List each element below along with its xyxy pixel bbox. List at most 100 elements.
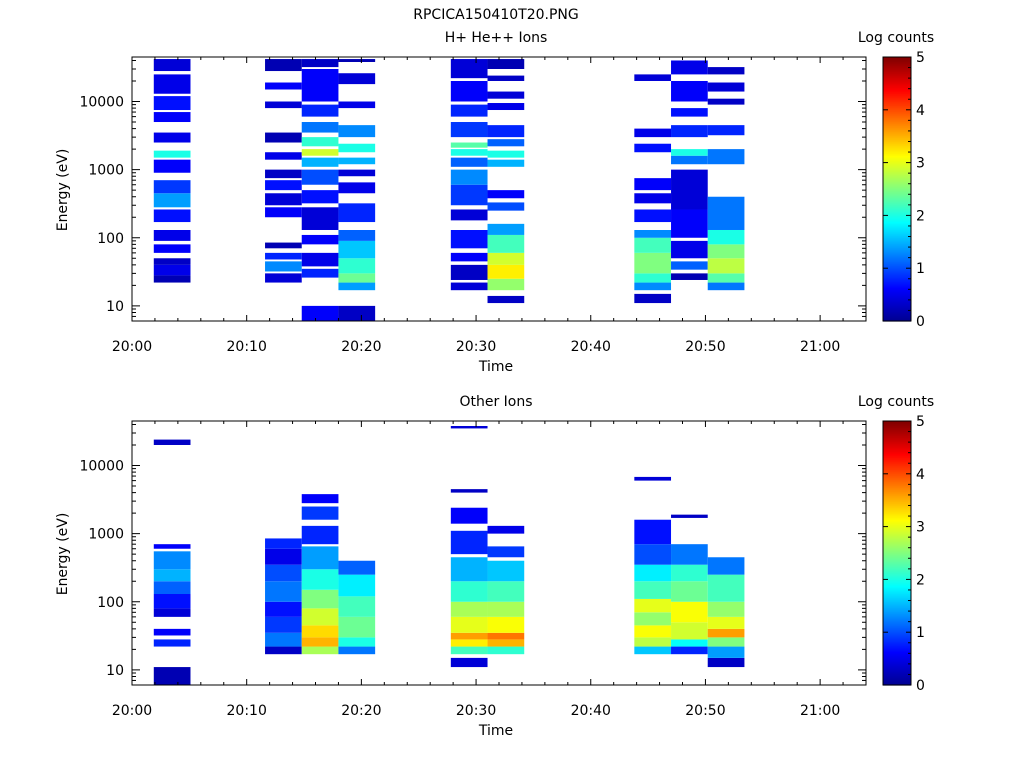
- colorbar-segment: [883, 657, 911, 660]
- spectrogram-cell: [338, 182, 376, 194]
- colorbar-tick-label: 2: [916, 208, 925, 224]
- spectrogram-cell: [338, 125, 376, 138]
- y-tick-label: 10000: [79, 95, 124, 111]
- spectrogram-cell: [153, 551, 191, 570]
- spectrogram-cell: [634, 544, 672, 565]
- colorbar-segment: [883, 561, 911, 564]
- colorbar-segment: [883, 605, 911, 608]
- spectrogram-cell: [153, 159, 191, 173]
- spectrogram-cell: [487, 139, 525, 147]
- colorbar-segment: [883, 319, 911, 322]
- colorbar-segment: [883, 253, 911, 256]
- colorbar-segment: [883, 519, 911, 522]
- colorbar-segment: [883, 501, 911, 504]
- colorbar-segment: [883, 293, 911, 296]
- colorbar-segment: [883, 441, 911, 444]
- colorbar-segment: [883, 649, 911, 652]
- spectrogram-cell: [450, 104, 488, 117]
- colorbar-tick-label: 4: [916, 103, 925, 119]
- colorbar-segment: [883, 591, 911, 594]
- spectrogram-cell: [153, 628, 191, 636]
- spectrogram-cell: [450, 530, 488, 555]
- spectrogram-cell: [707, 125, 745, 136]
- x-tick-label: 20:40: [571, 703, 611, 719]
- spectrogram-cell: [265, 581, 302, 602]
- spectrogram-cell: [450, 122, 488, 138]
- colorbar-tick-label: 3: [916, 156, 925, 172]
- colorbar-segment: [883, 263, 911, 266]
- colorbar-segment: [883, 513, 911, 516]
- spectrogram-cell: [338, 59, 376, 62]
- colorbar-segment: [883, 159, 911, 162]
- x-tick-label: 21:00: [800, 703, 840, 719]
- colorbar-segment: [883, 197, 911, 200]
- spectrogram-cell: [450, 632, 488, 640]
- spectrogram-cell: [301, 137, 339, 147]
- colorbar-segment: [883, 315, 911, 318]
- colorbar-segment: [883, 135, 911, 138]
- colorbar-segment: [883, 217, 911, 220]
- colorbar-segment: [883, 113, 911, 116]
- colorbar-segment: [883, 213, 911, 216]
- spectrogram-cells: [153, 426, 745, 685]
- colorbar-segment: [883, 281, 911, 284]
- colorbar-segment: [883, 209, 911, 212]
- spectrogram-cell: [338, 240, 376, 259]
- x-tick-label: 20:00: [112, 703, 152, 719]
- colorbar-segment: [883, 619, 911, 622]
- spectrogram-cell: [265, 207, 302, 218]
- colorbar-segment: [883, 423, 911, 426]
- spectrogram-cell: [487, 59, 525, 69]
- colorbar-segment: [883, 457, 911, 460]
- spectrogram-cell: [671, 60, 708, 75]
- colorbar-segment: [883, 525, 911, 528]
- colorbar-segment: [883, 291, 911, 294]
- spectrogram-cell: [707, 149, 745, 165]
- spectrogram-cell: [301, 305, 339, 321]
- spectrogram-cell: [634, 564, 672, 582]
- colorbar-segment: [883, 603, 911, 606]
- colorbar-segment: [883, 207, 911, 210]
- spectrogram-cell: [265, 616, 302, 633]
- colorbar-segment: [883, 505, 911, 508]
- colorbar-segment: [883, 579, 911, 582]
- spectrogram-cell: [265, 193, 302, 206]
- spectrogram-cell: [450, 59, 488, 79]
- colorbar-segment: [883, 511, 911, 514]
- colorbar-segment: [883, 677, 911, 680]
- colorbar-segment: [883, 237, 911, 240]
- spectrogram-cell: [634, 230, 672, 238]
- spectrogram-cell: [671, 209, 708, 238]
- spectrogram-cell: [338, 637, 376, 647]
- spectrogram-cell: [487, 190, 525, 199]
- colorbar-segment: [883, 431, 911, 434]
- spectrogram-cell: [487, 616, 525, 633]
- spectrogram-cell: [634, 637, 672, 647]
- spectrogram-cell: [634, 74, 672, 81]
- colorbar-segment: [883, 587, 911, 590]
- colorbar-segment: [883, 451, 911, 454]
- spectrogram-cell: [450, 264, 488, 280]
- y-tick-label: 1000: [88, 527, 124, 543]
- x-tick-label: 20:50: [685, 703, 725, 719]
- spectrogram-cell: [153, 180, 191, 194]
- spectrogram-cell: [450, 142, 488, 148]
- colorbar-segment: [883, 265, 911, 268]
- spectrogram-cell: [487, 125, 525, 138]
- colorbar-segment: [883, 655, 911, 658]
- spectrogram-cell: [301, 122, 339, 133]
- colorbar-segment: [883, 455, 911, 458]
- colorbar-segment: [883, 533, 911, 536]
- colorbar-segment: [883, 261, 911, 264]
- spectrogram-cell: [634, 282, 672, 291]
- spectrogram-cell: [487, 264, 525, 279]
- colorbar-tick-label: 5: [916, 50, 925, 66]
- spectrogram-cell: [153, 258, 191, 265]
- spectrogram-cell: [338, 273, 376, 283]
- y-axis-label: Energy (eV): [55, 513, 71, 596]
- spectrogram-cell: [634, 128, 672, 138]
- spectrogram-cell: [707, 574, 745, 602]
- colorbar-segment: [883, 563, 911, 566]
- colorbar-segment: [883, 131, 911, 134]
